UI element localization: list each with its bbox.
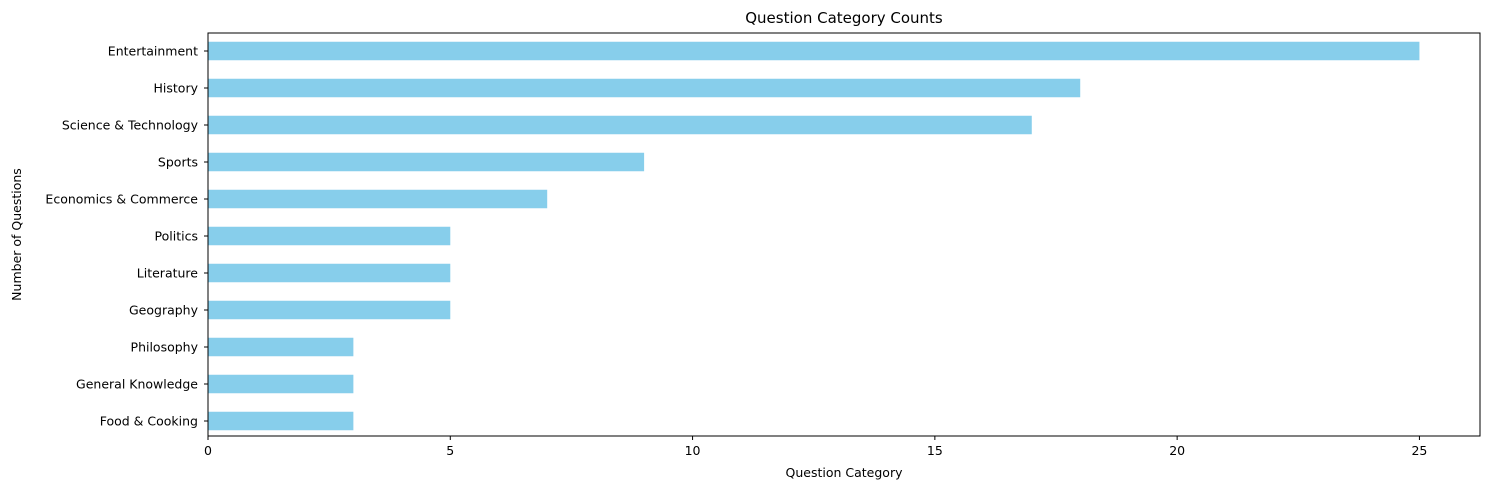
- y-axis-label: Number of Questions: [9, 168, 24, 301]
- bar: [208, 78, 1081, 98]
- y-ticks: Entertainment History Science & Technology…: [45, 44, 208, 429]
- x-tick-label: 10: [685, 443, 701, 458]
- y-tick-label: General Knowledge: [76, 377, 198, 392]
- y-tick-label: Geography: [129, 303, 199, 318]
- chart-title: Question Category Counts: [745, 9, 943, 27]
- y-tick-label: Literature: [137, 266, 199, 281]
- bar: [208, 189, 548, 209]
- bars: [208, 41, 1420, 431]
- bar: [208, 226, 451, 246]
- y-tick-label: Politics: [155, 229, 198, 244]
- x-tick-label: 25: [1411, 443, 1427, 458]
- y-tick-label: Philosophy: [131, 340, 199, 355]
- bar: [208, 263, 451, 283]
- x-ticks: 0 5 10 15 20 25: [204, 436, 1427, 458]
- bar: [208, 300, 451, 320]
- bar: [208, 337, 354, 357]
- y-tick-label: Science & Technology: [62, 118, 199, 133]
- bar: [208, 152, 645, 172]
- bar: [208, 374, 354, 394]
- x-tick-label: 20: [1169, 443, 1185, 458]
- y-tick-label: Sports: [158, 155, 198, 170]
- y-tick-label: Entertainment: [108, 44, 198, 59]
- y-tick-label: History: [154, 81, 199, 96]
- y-tick-label: Economics & Commerce: [45, 192, 198, 207]
- x-tick-label: 15: [927, 443, 943, 458]
- bar: [208, 411, 354, 431]
- bar: [208, 115, 1032, 135]
- x-tick-label: 5: [446, 443, 454, 458]
- x-axis-label: Question Category: [786, 465, 904, 480]
- y-tick-label: Food & Cooking: [100, 414, 198, 429]
- x-tick-label: 0: [204, 443, 212, 458]
- axes-frame: [207, 32, 1481, 437]
- bar: [208, 41, 1420, 61]
